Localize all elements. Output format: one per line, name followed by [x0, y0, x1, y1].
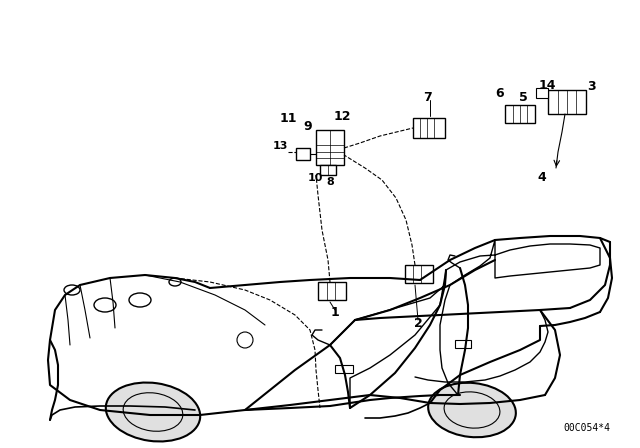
Ellipse shape [428, 383, 516, 437]
Text: 1: 1 [331, 306, 339, 319]
Ellipse shape [94, 298, 116, 312]
Text: 2: 2 [413, 316, 422, 329]
Bar [505, 105, 535, 123]
Ellipse shape [106, 383, 200, 441]
Text: 8: 8 [326, 177, 334, 187]
Text: 7: 7 [424, 90, 433, 103]
Text: 9: 9 [304, 120, 312, 133]
Text: 6: 6 [496, 86, 504, 99]
Bar [296, 148, 310, 160]
Bar [536, 88, 548, 98]
Text: 10: 10 [307, 173, 323, 183]
Bar [316, 130, 344, 165]
Text: 4: 4 [538, 171, 547, 184]
Ellipse shape [64, 285, 80, 295]
Bar [455, 340, 471, 348]
Text: 14: 14 [538, 78, 556, 91]
Bar [320, 165, 336, 175]
Text: 5: 5 [518, 90, 527, 103]
Text: 00C054*4: 00C054*4 [563, 423, 610, 433]
Ellipse shape [123, 393, 183, 431]
Circle shape [237, 332, 253, 348]
Ellipse shape [129, 293, 151, 307]
Text: 3: 3 [588, 79, 596, 92]
Bar [405, 265, 433, 283]
Bar [413, 118, 445, 138]
Bar [318, 282, 346, 300]
Text: 12: 12 [333, 109, 351, 122]
Ellipse shape [444, 392, 500, 428]
Bar [548, 90, 586, 114]
Text: 13: 13 [272, 141, 288, 151]
Text: 11: 11 [279, 112, 297, 125]
Ellipse shape [169, 278, 181, 286]
Bar [335, 365, 353, 373]
